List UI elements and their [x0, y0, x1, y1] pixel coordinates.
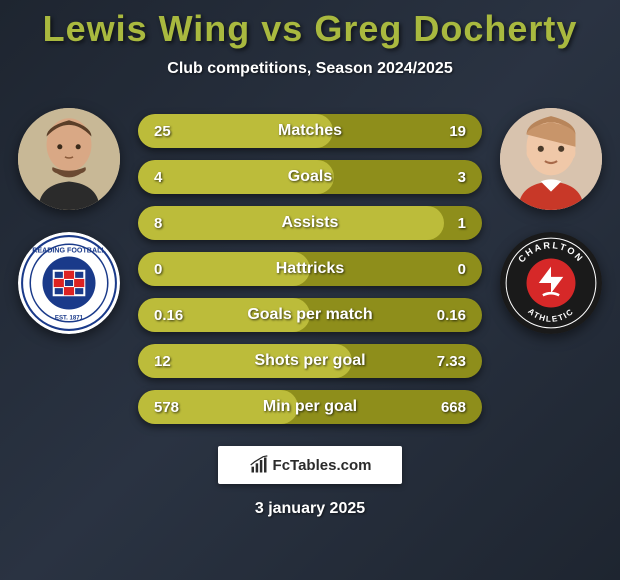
stat-bar: 0Hattricks0 [138, 252, 482, 286]
comparison-card: Lewis Wing vs Greg Docherty Club competi… [0, 0, 620, 580]
left-player-avatar [18, 108, 120, 210]
right-player-avatar [500, 108, 602, 210]
stat-right-value: 0.16 [437, 307, 466, 324]
stat-bar: 578Min per goal668 [138, 390, 482, 424]
stat-label: Min per goal [138, 398, 482, 416]
stat-right-value: 0 [458, 261, 466, 278]
stat-right-value: 7.33 [437, 353, 466, 370]
left-club-badge: READING FOOTBALL EST. 1871 [18, 232, 120, 334]
stat-right-value: 1 [458, 215, 466, 232]
svg-text:READING FOOTBALL: READING FOOTBALL [32, 246, 106, 254]
stat-label: Hattricks [138, 260, 482, 278]
stat-right-value: 668 [441, 399, 466, 416]
stat-label: Goals [138, 168, 482, 186]
fctables-label: FcTables.com [273, 457, 372, 474]
stat-bar: 0.16Goals per match0.16 [138, 298, 482, 332]
stat-bar: 4Goals3 [138, 160, 482, 194]
stat-bar: 8Assists1 [138, 206, 482, 240]
page-title: Lewis Wing vs Greg Docherty [0, 8, 620, 50]
stats-column: 25Matches19 4Goals3 8Assists1 0Hattricks0 0.… [138, 108, 482, 424]
svg-text:EST. 1871: EST. 1871 [55, 315, 84, 322]
stat-bar: 12Shots per goal7.33 [138, 344, 482, 378]
subtitle: Club competitions, Season 2024/2025 [0, 60, 620, 78]
stat-right-value: 19 [449, 123, 466, 140]
fctables-logo-box: FcTables.com [218, 446, 402, 484]
stat-right-value: 3 [458, 169, 466, 186]
stat-label: Goals per match [138, 306, 482, 324]
right-club-badge: CHARLTON ATHLETIC [500, 232, 602, 334]
stat-label: Shots per goal [138, 352, 482, 370]
date-label: 3 january 2025 [0, 500, 620, 518]
stat-label: Matches [138, 122, 482, 140]
main-row: READING FOOTBALL EST. 1871 25Matches19 4G… [0, 108, 620, 424]
fctables-icon [249, 455, 269, 475]
right-column: CHARLTON ATHLETIC [500, 108, 602, 334]
stat-label: Assists [138, 214, 482, 232]
left-column: READING FOOTBALL EST. 1871 [18, 108, 120, 334]
stat-bar: 25Matches19 [138, 114, 482, 148]
